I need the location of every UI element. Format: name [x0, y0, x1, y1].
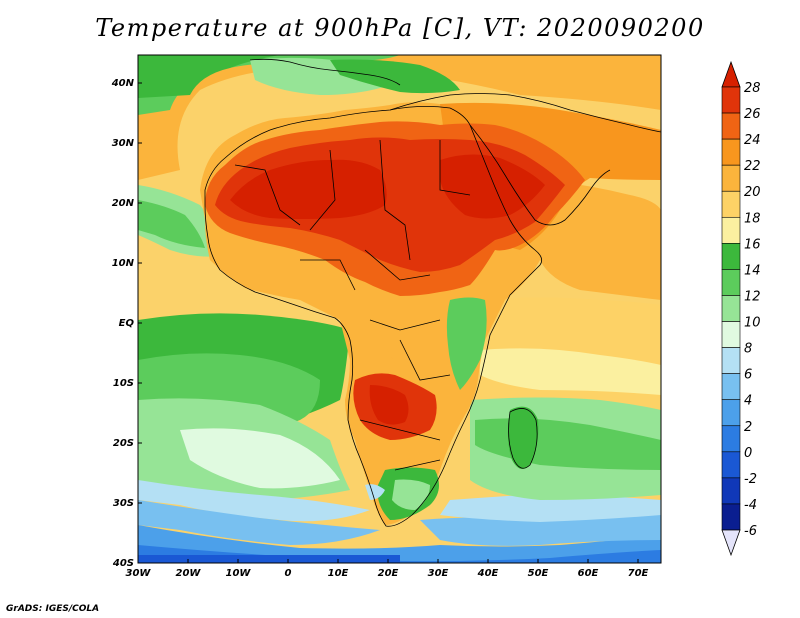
- colorbar-band: [721, 399, 741, 427]
- colorbar-label: 18: [744, 211, 761, 226]
- lon-tick-label: 30W: [126, 568, 152, 579]
- colorbar-band: [721, 269, 741, 296]
- colorbar-label: 24: [744, 133, 761, 148]
- lon-tick-label: 40E: [477, 568, 499, 579]
- colorbar-label: 4: [744, 394, 752, 409]
- colorbar-label: -2: [744, 472, 757, 487]
- colorbar-band: [721, 425, 741, 453]
- colorbar-band: [721, 243, 741, 270]
- colorbar-label: -6: [744, 524, 757, 539]
- colorbar-label: 20: [744, 185, 761, 200]
- colorbar-band: [721, 112, 741, 140]
- colorbar-band: [721, 321, 741, 348]
- lat-tick-label: EQ: [119, 318, 135, 329]
- north-warm-band: [138, 55, 661, 180]
- colorbar-label: 6: [744, 368, 752, 383]
- colorbar-bottom-arrow: [721, 529, 741, 557]
- colorbar-band: [721, 86, 741, 114]
- south-atlantic-pale: [180, 428, 340, 489]
- colorbar-label: -4: [744, 498, 757, 513]
- colorbar-label: 14: [744, 263, 761, 278]
- colorbar: [721, 60, 741, 557]
- colorbar-band: [721, 190, 741, 218]
- lon-tick-label: 50E: [528, 568, 549, 579]
- lon-tick-label: 70E: [628, 568, 649, 579]
- colorbar-band: [721, 216, 741, 244]
- lon-tick-label: 10W: [226, 568, 252, 579]
- map-title: Temperature at 900hPa [C], VT: 202009020…: [95, 14, 705, 42]
- latitude-axis: 40N 30N 20N 10N EQ 10S 20S 30S 40S: [111, 78, 142, 569]
- colorbar-top-arrow: [721, 60, 741, 88]
- south-cold-band: [138, 500, 380, 545]
- coastlines-borders: [204, 58, 661, 527]
- longitude-axis: 30W 20W 10W 0 10E 20E 30E 40E 50E 60E 70E: [126, 559, 649, 579]
- colorbar-band: [721, 295, 741, 322]
- lat-tick-label: 20S: [113, 438, 134, 449]
- lon-tick-label: 60E: [578, 568, 599, 579]
- lat-tick-label: 40S: [112, 558, 134, 569]
- colorbar-label: 26: [744, 107, 761, 122]
- lat-tick-label: 40N: [111, 78, 135, 89]
- colorbar-band: [721, 503, 741, 531]
- colorbar-band: [721, 164, 741, 192]
- colorbar-label: 8: [744, 342, 752, 357]
- map-frame: [137, 54, 662, 564]
- colorbar-band: [721, 477, 741, 505]
- lon-tick-label: 10E: [328, 568, 349, 579]
- lat-tick-label: 30S: [113, 498, 134, 509]
- lat-tick-label: 10N: [112, 258, 135, 269]
- colorbar-band: [721, 347, 741, 374]
- lon-tick-label: 0: [285, 568, 292, 579]
- lon-tick-label: 30E: [428, 568, 449, 579]
- colorbar-label: 2: [744, 420, 752, 435]
- colorbar-band: [721, 138, 741, 166]
- lon-tick-label: 20E: [378, 568, 399, 579]
- colorbar-label: 28: [744, 81, 761, 96]
- grads-credit: GrADS: IGES/COLA: [6, 604, 100, 614]
- colorbar-label: 16: [744, 237, 761, 252]
- colorbar-band: [721, 373, 741, 401]
- lat-tick-label: 10S: [113, 378, 134, 389]
- colorbar-label: 0: [744, 446, 752, 461]
- colorbar-label: 12: [744, 289, 761, 304]
- colorbar-label: 10: [744, 316, 761, 331]
- colorbar-band: [721, 451, 741, 479]
- madagascar: [507, 406, 539, 469]
- lon-tick-label: 20W: [176, 568, 202, 579]
- lat-tick-label: 30N: [112, 138, 135, 149]
- temperature-field: [138, 55, 661, 563]
- colorbar-label: 22: [744, 159, 761, 174]
- lat-tick-label: 20N: [112, 198, 135, 209]
